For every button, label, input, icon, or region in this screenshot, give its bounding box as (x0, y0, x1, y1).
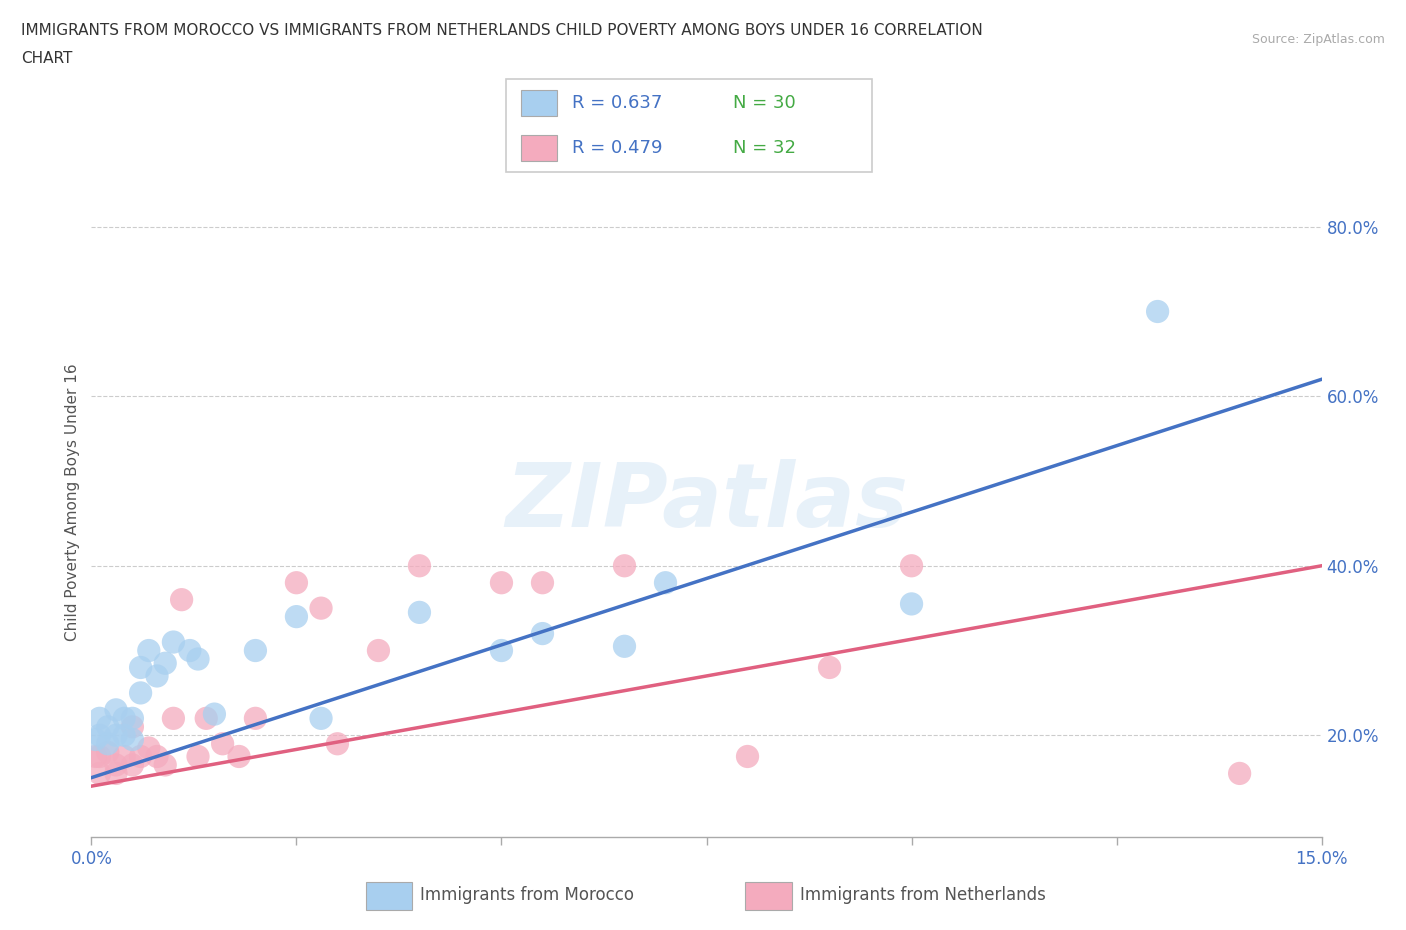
Point (367, 643, 389, 658)
Point (187, 749, 209, 764)
Point (202, 707, 225, 722)
Bar (745, 883, 792, 910)
Point (84, 749, 107, 764)
Point (531, 576, 554, 591)
Point (309, 711, 332, 725)
Point (97, 737, 120, 751)
Point (491, 643, 513, 658)
Text: Immigrants from Morocco: Immigrants from Morocco (420, 886, 634, 904)
Text: Source: ZipAtlas.com: Source: ZipAtlas.com (1251, 33, 1385, 46)
Point (285, 609, 308, 624)
Y-axis label: Child Poverty Among Boys Under 16: Child Poverty Among Boys Under 16 (65, 364, 80, 641)
Point (121, 720, 143, 735)
Text: CHART: CHART (21, 51, 73, 66)
Point (97, 720, 120, 735)
Point (900, 558, 922, 573)
Text: IMMIGRANTS FROM MOROCCO VS IMMIGRANTS FROM NETHERLANDS CHILD POVERTY AMONG BOYS : IMMIGRANTS FROM MOROCCO VS IMMIGRANTS FR… (21, 23, 983, 38)
Point (1229, 766, 1251, 781)
Point (195, 711, 218, 725)
FancyBboxPatch shape (506, 79, 872, 172)
Point (162, 634, 184, 649)
Point (491, 576, 513, 591)
Point (408, 604, 430, 619)
Point (105, 766, 127, 781)
Point (129, 749, 152, 764)
Point (1146, 304, 1168, 319)
Text: N = 32: N = 32 (733, 139, 796, 157)
Point (89, 728, 111, 743)
Point (138, 643, 160, 658)
Point (84, 732, 107, 747)
Point (146, 749, 169, 764)
Point (146, 669, 169, 684)
Point (129, 685, 152, 700)
Text: N = 30: N = 30 (733, 94, 796, 113)
Bar (366, 883, 412, 910)
Point (613, 639, 636, 654)
Point (97, 745, 120, 760)
Point (737, 749, 759, 764)
Point (121, 711, 143, 725)
Bar (520, 135, 557, 161)
Point (170, 592, 193, 607)
Point (531, 626, 554, 641)
Point (245, 643, 267, 658)
Point (900, 596, 922, 611)
Text: ZIPatlas: ZIPatlas (505, 458, 908, 546)
Point (112, 749, 135, 764)
Point (613, 558, 636, 573)
Point (408, 558, 430, 573)
Point (179, 643, 201, 658)
Point (89, 766, 111, 781)
Text: R = 0.637: R = 0.637 (572, 94, 662, 113)
Point (654, 576, 676, 591)
Text: R = 0.479: R = 0.479 (572, 139, 662, 157)
Point (326, 737, 349, 751)
Point (245, 711, 267, 725)
Point (121, 758, 143, 773)
Point (112, 728, 135, 743)
Point (153, 758, 177, 773)
Point (309, 601, 332, 616)
Point (129, 660, 152, 675)
Point (162, 711, 184, 725)
Bar (520, 90, 557, 116)
Point (187, 652, 209, 667)
Point (228, 749, 250, 764)
Point (121, 732, 143, 747)
Point (285, 576, 308, 591)
Point (89, 749, 111, 764)
Point (138, 740, 160, 755)
Point (105, 702, 127, 717)
Point (105, 758, 127, 773)
Point (818, 660, 841, 675)
Point (153, 656, 177, 671)
Point (112, 711, 135, 725)
Text: Immigrants from Netherlands: Immigrants from Netherlands (800, 886, 1046, 904)
Point (211, 737, 233, 751)
Point (105, 728, 127, 743)
Point (89, 711, 111, 725)
